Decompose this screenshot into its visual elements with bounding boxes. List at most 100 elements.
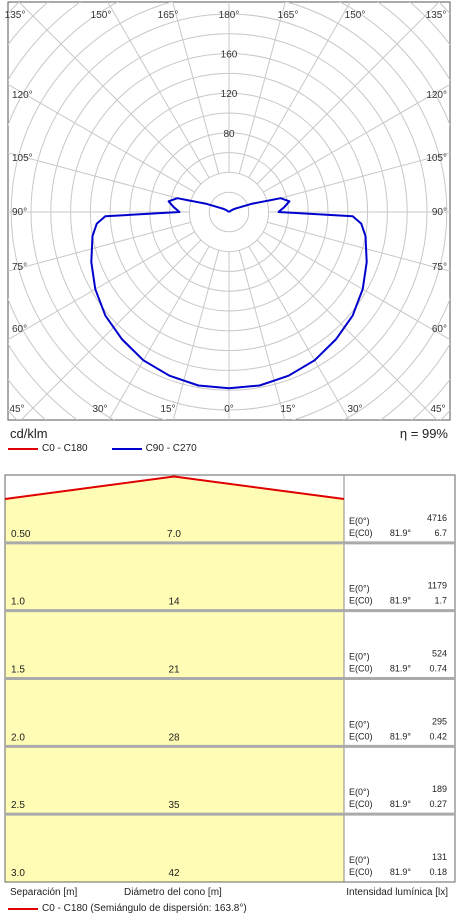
grid-spoke (238, 2, 286, 174)
row-ec0-value: 6.7 (434, 528, 447, 538)
row-ec0-label: E(C0) (349, 799, 373, 809)
polar-intensity-chart: 80 120 160 135° 150° 165° 180° 165° 150° 135° 120°… (5, 1, 451, 421)
grid-spoke (172, 2, 220, 174)
angle-label: 90° (432, 207, 447, 218)
row-e0-value: 131 (432, 852, 447, 862)
legend-swatch-c90 (111, 447, 142, 450)
angle-label: 60° (432, 324, 447, 335)
row-ec0-label: E(C0) (349, 528, 373, 538)
row-diameter: 14 (168, 597, 180, 608)
unit-label: cd/klm (10, 426, 48, 441)
grid-spoke (18, 2, 202, 185)
row-angle: 81.9° (390, 799, 412, 809)
row-e0-label: E(0°) (349, 652, 370, 662)
row-e0-label: E(0°) (349, 584, 370, 594)
angle-label: 0° (224, 404, 234, 415)
angle-label: 135° (426, 10, 447, 21)
row-e0-value: 189 (432, 784, 447, 794)
row-e0-label: E(0°) (349, 516, 370, 526)
angle-label: 120° (426, 90, 447, 101)
row-ec0-label: E(C0) (349, 867, 373, 877)
row-diameter: 42 (168, 868, 180, 879)
angle-label: 75° (12, 262, 27, 273)
polar-footer: cd/klm η = 99% C0 - C180 C90 - C270 (0, 422, 460, 462)
grid-spoke (263, 83, 450, 193)
grid-spoke (107, 2, 210, 178)
angle-label: 15° (160, 404, 175, 415)
row-ec0-label: E(C0) (349, 596, 373, 606)
row-separation: 1.5 (11, 665, 25, 676)
legend-label-c90: C90 - C270 (145, 443, 197, 454)
separation-axis-label: Separación [m] (10, 887, 78, 898)
angle-label: 60° (12, 324, 27, 335)
grid-spoke (108, 246, 210, 420)
row-e0-label: E(0°) (349, 787, 370, 797)
radial-tick-label: 120 (221, 89, 238, 100)
angle-label: 120° (12, 90, 33, 101)
radial-tick-label: 80 (223, 129, 235, 140)
cone-footer: Separación [m] Diámetro del cono [m] Int… (0, 884, 460, 922)
angle-label: 165° (278, 10, 299, 21)
row-angle: 81.9° (390, 664, 412, 674)
row-angle: 81.9° (390, 867, 412, 877)
row-ec0-value: 0.27 (429, 799, 447, 809)
row-e0-value: 295 (432, 716, 447, 726)
grid-spoke (256, 2, 440, 185)
grid-spoke (248, 2, 351, 178)
row-separation: 3.0 (11, 868, 25, 879)
row-ec0-label: E(C0) (349, 664, 373, 674)
row-ec0-value: 0.42 (429, 731, 447, 741)
cone-legend-label: C0 - C180 (Semiángulo de dispersión: 163… (42, 903, 247, 914)
row-e0-label: E(0°) (349, 855, 370, 865)
row-separation: 2.5 (11, 800, 25, 811)
angle-label: 105° (426, 153, 447, 164)
legend-label-c0: C0 - C180 (42, 443, 88, 454)
cone-legend-swatch (8, 907, 38, 910)
row-e0-value: 524 (432, 649, 447, 659)
row-ec0-label: E(C0) (349, 731, 373, 741)
grid-circle (208, 191, 250, 233)
row-diameter: 35 (168, 800, 180, 811)
angle-label: 105° (12, 153, 33, 164)
legend-swatch-c0 (8, 447, 38, 450)
legend-item-c0: C0 - C180 (8, 443, 88, 454)
row-ec0-value: 0.18 (429, 867, 447, 877)
series-line-c90-c270 (90, 197, 368, 390)
angle-label: 180° (219, 10, 240, 21)
row-ec0-value: 0.74 (429, 664, 447, 674)
angle-label: 150° (345, 10, 366, 21)
angle-label: 150° (91, 10, 112, 21)
grid-spoke (172, 250, 220, 420)
legend-item-c90: C90 - C270 (111, 443, 197, 454)
angle-label: 135° (5, 10, 26, 21)
grid-spoke (248, 246, 350, 420)
grid-spoke (267, 152, 450, 203)
row-diameter: 28 (168, 732, 180, 743)
row-e0-value: 1179 (428, 581, 447, 591)
grid-spoke (263, 231, 450, 341)
diameter-axis-label: Diámetro del cono [m] (124, 887, 222, 898)
angle-label: 45° (9, 404, 24, 415)
angle-label: 30° (347, 404, 362, 415)
row-angle: 81.9° (390, 528, 412, 538)
cone-diagram: 0.50 7.0 E(0°) 4716 E(C0) 81.9° 6.7 1.0 14 E(0°) 1… (4, 474, 456, 883)
grid-spoke (8, 221, 191, 272)
cone-outline-c0-c180 (4, 475, 345, 500)
row-angle: 81.9° (390, 596, 412, 606)
angle-label: 75° (432, 262, 447, 273)
polar-grid (8, 2, 450, 420)
row-e0-label: E(0°) (349, 719, 370, 729)
radial-tick-label: 160 (221, 50, 238, 61)
grid-spoke (8, 231, 195, 341)
cone-legend: C0 - C180 (Semiángulo de dispersión: 163… (8, 903, 247, 914)
grid-spoke (8, 152, 191, 203)
row-diameter: 21 (168, 665, 180, 676)
row-separation: 2.0 (11, 732, 25, 743)
polar-legend: C0 - C180 C90 - C270 (8, 443, 221, 454)
row-angle: 81.9° (390, 731, 412, 741)
intensity-axis-label: Intensidad lumínica [lx] (346, 887, 448, 898)
grid-spoke (20, 239, 202, 420)
grid-spoke (256, 239, 438, 420)
grid-spoke (8, 83, 195, 193)
row-separation: 1.0 (11, 597, 25, 608)
